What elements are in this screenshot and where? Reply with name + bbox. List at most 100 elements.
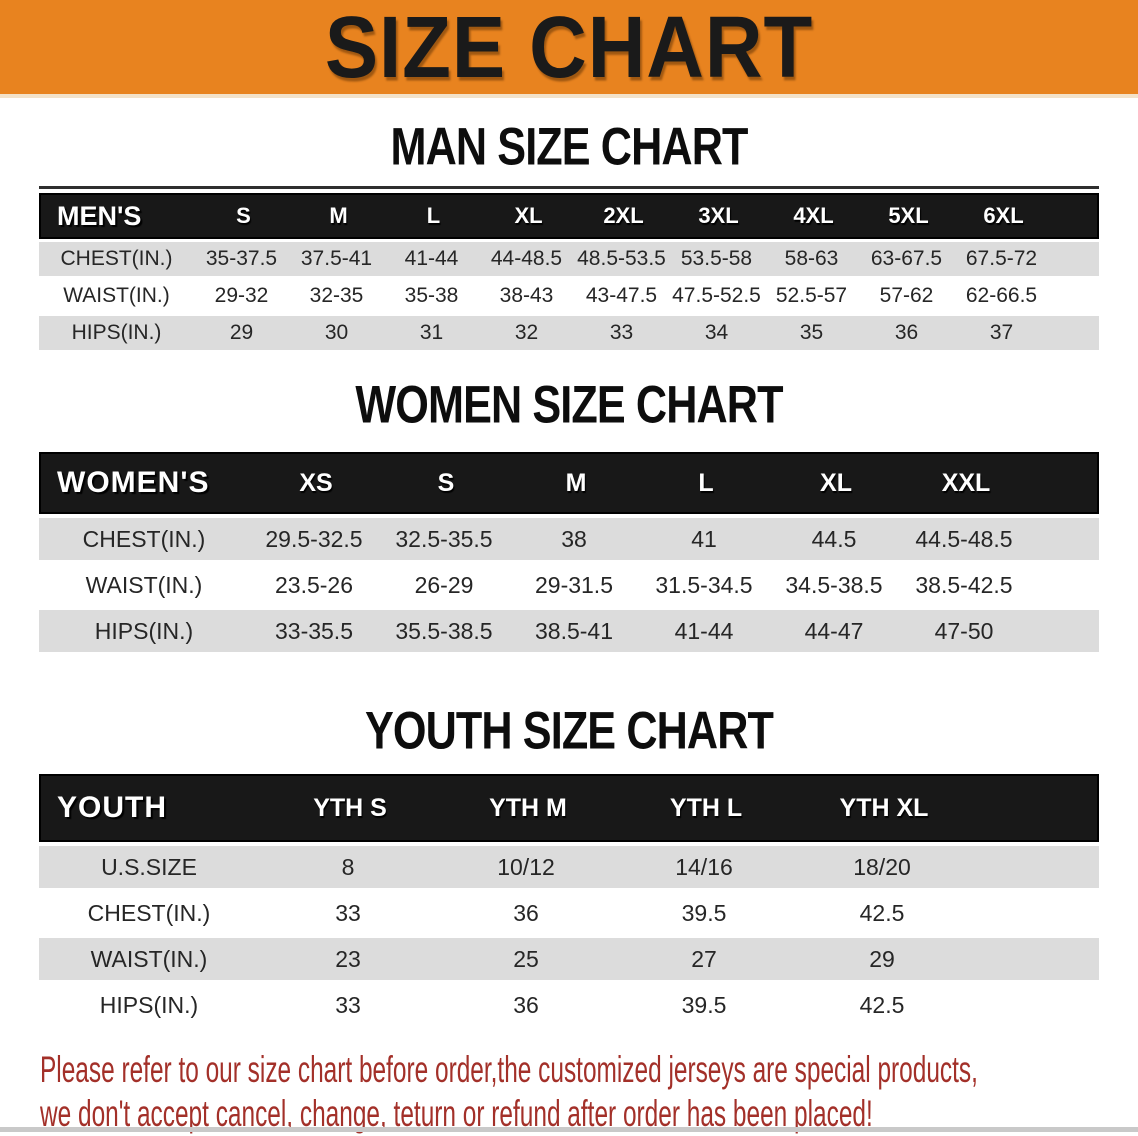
size-value: 29-32: [214, 284, 269, 307]
row-label: CHEST(IN.): [87, 899, 211, 926]
table-row: CHEST(IN.) 33 36 39.5 42.5: [39, 892, 1099, 934]
column-header: M: [565, 468, 587, 497]
size-value: 35.5-38.5: [395, 617, 493, 644]
size-value: 32: [514, 321, 539, 344]
size-value: 47.5-52.5: [672, 284, 761, 307]
column-header: XS: [299, 468, 333, 497]
column-header: XL: [820, 468, 852, 497]
table-corner-label: MEN'S: [57, 200, 142, 231]
size-value: 62-66.5: [965, 284, 1038, 307]
column-header: 6XL: [983, 203, 1024, 228]
size-value: 29: [869, 945, 895, 972]
size-value: 35: [799, 321, 824, 344]
size-value: 8: [341, 853, 355, 880]
size-value: 53.5-58: [680, 247, 753, 270]
column-header: YTH L: [669, 793, 743, 822]
size-value: 48.5-53.5: [577, 247, 666, 270]
size-value: 35-38: [404, 284, 459, 307]
size-value: 36: [513, 991, 539, 1018]
row-label: HIPS(IN.): [71, 321, 162, 344]
size-value: 67.5-72: [965, 247, 1038, 270]
mens-section: MAN SIZE CHART MEN'S S M L XL 2XL 3XL 4XL 5XL 6XL…: [0, 118, 1138, 350]
row-label: CHEST(IN.): [82, 525, 206, 552]
size-value: 25: [513, 945, 539, 972]
column-header: 2XL: [603, 203, 644, 228]
size-value: 42.5: [859, 899, 905, 926]
size-value: 23: [335, 945, 361, 972]
table-row: HIPS(IN.) 33 36 39.5 42.5: [39, 984, 1099, 1026]
table-row: HIPS(IN.) 33-35.5 35.5-38.5 38.5-41 41-44 44-…: [39, 610, 1099, 652]
banner: SIZE CHART: [0, 0, 1138, 98]
column-header: YTH XL: [839, 793, 929, 822]
size-value: 32-35: [309, 284, 364, 307]
table-header-row: MEN'S S M L XL 2XL 3XL 4XL 5XL 6XL: [39, 193, 1099, 239]
size-value: 63-67.5: [870, 247, 943, 270]
size-value: 23.5-26: [274, 571, 353, 598]
size-value: 57-62: [879, 284, 934, 307]
column-header: XXL: [941, 468, 991, 497]
column-header: YTH M: [489, 793, 567, 822]
size-value: 10/12: [497, 853, 555, 880]
size-value: 35-37.5: [205, 247, 278, 270]
womens-size-table: WOMEN'S XS S M L XL XXL CHEST(IN.) 29.5-32.5 32.5…: [39, 452, 1099, 652]
column-header: S: [236, 203, 251, 228]
size-value: 38.5-41: [534, 617, 613, 644]
column-header: 4XL: [793, 203, 834, 228]
table-header-row: YOUTH YTH S YTH M YTH L YTH XL: [39, 774, 1099, 842]
mens-chart-heading: MAN SIZE CHART: [390, 118, 749, 177]
size-value: 47-50: [934, 617, 994, 644]
column-header: M: [329, 203, 348, 228]
row-label: U.S.SIZE: [101, 853, 197, 880]
size-value: 41: [691, 525, 717, 552]
size-value: 44-48.5: [490, 247, 563, 270]
size-value: 39.5: [681, 991, 727, 1018]
column-header: L: [698, 468, 714, 497]
size-value: 30: [324, 321, 349, 344]
disclaimer-line-1: Please refer to our size chart before or…: [40, 1049, 978, 1090]
size-value: 33-35.5: [274, 617, 353, 644]
column-header: XL: [514, 203, 543, 228]
size-value: 36: [513, 899, 539, 926]
size-value: 29: [229, 321, 254, 344]
size-value: 14/16: [675, 853, 733, 880]
size-value: 29-31.5: [534, 571, 613, 598]
column-header: L: [426, 203, 441, 228]
size-value: 38: [561, 525, 587, 552]
table-row: U.S.SIZE 8 10/12 14/16 18/20: [39, 846, 1099, 888]
bottom-strip: [0, 1127, 1138, 1132]
size-value: 44.5: [811, 525, 857, 552]
size-value: 38.5-42.5: [915, 571, 1013, 598]
size-value: 34.5-38.5: [785, 571, 883, 598]
column-header: S: [437, 468, 455, 497]
size-value: 37: [989, 321, 1014, 344]
size-value: 44-47: [804, 617, 864, 644]
page-title: SIZE CHART: [324, 0, 814, 96]
youth-size-table: YOUTH YTH S YTH M YTH L YTH XL U.S.SIZE 8 10/12…: [39, 774, 1099, 1026]
column-header: 5XL: [888, 203, 929, 228]
row-label: WAIST(IN.): [63, 284, 170, 307]
size-value: 58-63: [784, 247, 839, 270]
table-row: CHEST(IN.) 29.5-32.5 32.5-35.5 38 41 44.5 44.5…: [39, 518, 1099, 560]
size-value: 33: [335, 991, 361, 1018]
mens-size-table: MEN'S S M L XL 2XL 3XL 4XL 5XL 6XL CHEST(IN.) 35-37…: [39, 186, 1099, 350]
youth-section: YOUTH SIZE CHART YOUTH YTH S YTH M YTH L YTH…: [0, 702, 1138, 1026]
table-row: WAIST(IN.) 29-32 32-35 35-38 38-43 43-47.5 47.…: [39, 279, 1099, 313]
table-row: WAIST(IN.) 23.5-26 26-29 29-31.5 31.5-34.5 34…: [39, 564, 1099, 606]
column-header: 3XL: [698, 203, 739, 228]
table-corner-label: YOUTH: [57, 791, 167, 824]
table-row: WAIST(IN.) 23 25 27 29: [39, 938, 1099, 980]
size-value: 31: [419, 321, 444, 344]
row-label: WAIST(IN.): [85, 571, 203, 598]
size-value: 42.5: [859, 991, 905, 1018]
size-value: 26-29: [414, 571, 474, 598]
size-value: 39.5: [681, 899, 727, 926]
table-row: CHEST(IN.) 35-37.5 37.5-41 41-44 44-48.5 48.5…: [39, 242, 1099, 276]
size-value: 29.5-32.5: [265, 525, 363, 552]
table-top-rule: [39, 186, 1099, 189]
size-value: 18/20: [853, 853, 911, 880]
youth-chart-heading: YOUTH SIZE CHART: [364, 702, 774, 761]
size-value: 37.5-41: [300, 247, 373, 270]
row-label: HIPS(IN.): [99, 991, 199, 1018]
table-row: HIPS(IN.) 29 30 31 32 33 34 35 36 37: [39, 316, 1099, 350]
size-value: 41-44: [674, 617, 734, 644]
